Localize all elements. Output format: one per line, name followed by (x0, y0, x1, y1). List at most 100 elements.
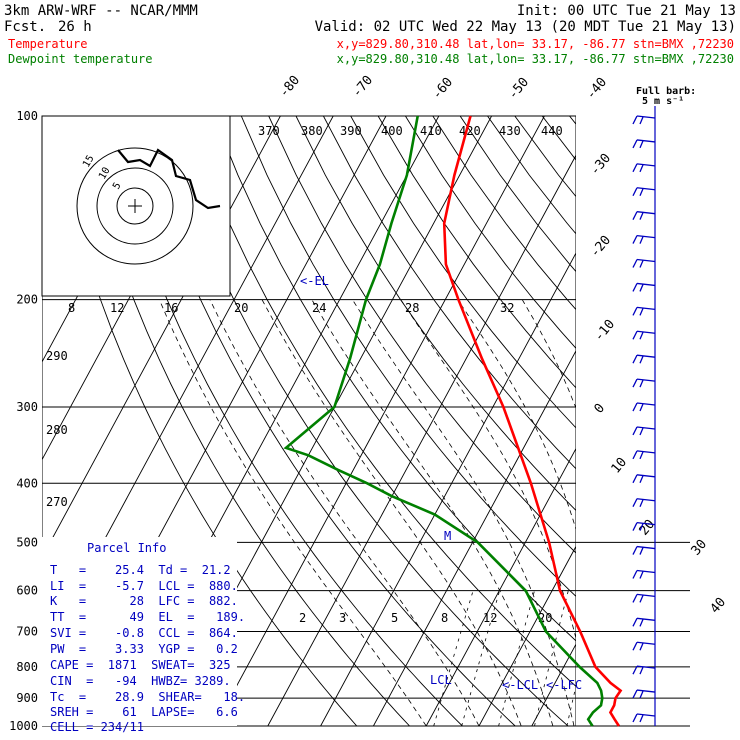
mixing-ratio-line (433, 590, 474, 726)
dry-adiabat (487, 116, 576, 235)
hodograph-trace (117, 148, 221, 210)
wind-barb (632, 426, 656, 436)
isotherm-label: 40 (708, 595, 730, 617)
wind-barb-flag (632, 378, 638, 388)
wind-barb-flag (639, 284, 644, 292)
wind-barb-flag (632, 641, 638, 651)
wind-barb (632, 402, 656, 412)
dry-adiabat (679, 116, 740, 726)
wind-barb-flag (636, 641, 656, 645)
mixing-ratio-line (534, 590, 569, 726)
pressure-tick-label: 400 (16, 476, 38, 490)
wind-barb-flag (632, 522, 638, 531)
mixing-ratio-label: 3 (339, 611, 346, 625)
dry-adiabat (350, 116, 576, 429)
barb-legend-unit: 5 m s⁻¹ (642, 96, 684, 107)
dry-adiabat (104, 116, 463, 726)
wind-barb-flag (639, 451, 644, 460)
parcel-row: PW = 3.33 YGP = 0.2 (50, 642, 238, 656)
theta-label: 440 (541, 124, 563, 138)
mixing-ratio-line (461, 590, 500, 726)
theta-label: 380 (301, 124, 323, 138)
wind-barb-flag (632, 163, 638, 173)
isotherm-label: -60 (430, 75, 457, 103)
wind-barb (632, 665, 656, 675)
wind-barb (632, 163, 656, 173)
wind-barb-flag (636, 187, 656, 191)
isotherm-line (320, 252, 576, 726)
isotherm-label: -30 (588, 151, 615, 179)
wind-barb-flag (639, 523, 644, 531)
wind-barb-flag (632, 330, 638, 340)
wind-barb-flag (636, 498, 656, 502)
mixing-ratio-label: 12 (483, 611, 497, 625)
wind-barb (632, 593, 656, 603)
wind-barb-flag (639, 642, 644, 651)
wind-barb-flag (632, 307, 638, 316)
wind-barb-flag (632, 594, 638, 603)
theta-e-label: 290 (46, 349, 68, 363)
wind-barb (632, 641, 656, 651)
wind-barb (632, 115, 656, 125)
wind-barb-flag (636, 450, 656, 454)
dry-adiabat (597, 116, 740, 726)
dry-adiabat (323, 116, 576, 470)
wind-barb-flag (639, 595, 644, 603)
wind-barb-flag (639, 475, 644, 484)
speed-tick-label: 16 (164, 301, 178, 315)
pressure-tick-label: 800 (16, 660, 38, 674)
wind-barb-flag (632, 187, 638, 197)
wind-barb-flag (639, 666, 644, 675)
theta-e-label: 270 (46, 495, 68, 509)
isotherm-label: 0 (592, 401, 609, 417)
pressure-tick-label: 300 (16, 400, 38, 414)
wind-barb-flag (636, 689, 656, 693)
temperature-line (442, 115, 623, 727)
parcel-info-title: Parcel Info (87, 541, 166, 555)
wind-barb-flag (632, 283, 638, 292)
wind-barb (632, 258, 656, 268)
isotherm-label: -40 (584, 75, 611, 103)
wind-barb (632, 689, 656, 699)
legend-temperature-info: x,y=829.80,310.48 lat,lon= 33.17, -86.77… (337, 37, 734, 51)
wind-barb-flag (632, 139, 638, 149)
wind-barb-flag (639, 188, 644, 197)
wind-barb-flag (632, 402, 638, 412)
parcel-row: CIN = -94 HWBZ= 3289. (50, 674, 231, 688)
wind-barb (632, 211, 656, 220)
theta-label: 390 (340, 124, 362, 138)
wind-barb-flag (639, 403, 644, 412)
isotherm-line (267, 154, 576, 726)
mixing-ratio-label: 2 (299, 611, 306, 625)
wind-barb-flag (636, 713, 656, 717)
wind-barb-flag (639, 499, 644, 507)
init-time: Init: 00 UTC Tue 21 May 13 (517, 3, 736, 19)
dewpoint-line (283, 115, 604, 727)
wind-barb-flag (632, 235, 638, 244)
wind-barb-flag (636, 617, 656, 621)
pressure-tick-label: 500 (16, 535, 38, 549)
wind-barb-flag (636, 545, 656, 550)
isotherm-label: -50 (506, 75, 533, 103)
wind-barb-flag (639, 260, 644, 268)
wind-barb-flag (636, 402, 656, 406)
wind-barb-flag (636, 330, 656, 334)
wind-barb-flag (636, 115, 656, 119)
wind-barb-flag (639, 690, 644, 699)
wind-barb-flag (636, 569, 656, 574)
wind-barb-flag (632, 474, 638, 484)
isotherm-label: -20 (588, 233, 615, 261)
wind-barb (632, 617, 656, 627)
wind-barb-flag (632, 546, 638, 555)
valid-time: Valid: 02 UTC Wed 22 May 13 (20 MDT Tue … (315, 19, 736, 35)
dry-adiabat (158, 116, 569, 726)
pressure-tick-label: 200 (16, 293, 38, 307)
parcel-row: T = 25.4 Td = 21.2 (50, 563, 231, 577)
isotherm-line (373, 349, 576, 726)
pressure-tick-label: 600 (16, 584, 38, 598)
mixing-ratio-label: 8 (441, 611, 448, 625)
parcel-row: CAPE = 1871 SWEAT= 325 (50, 658, 231, 672)
wind-barb-flag (636, 282, 656, 287)
